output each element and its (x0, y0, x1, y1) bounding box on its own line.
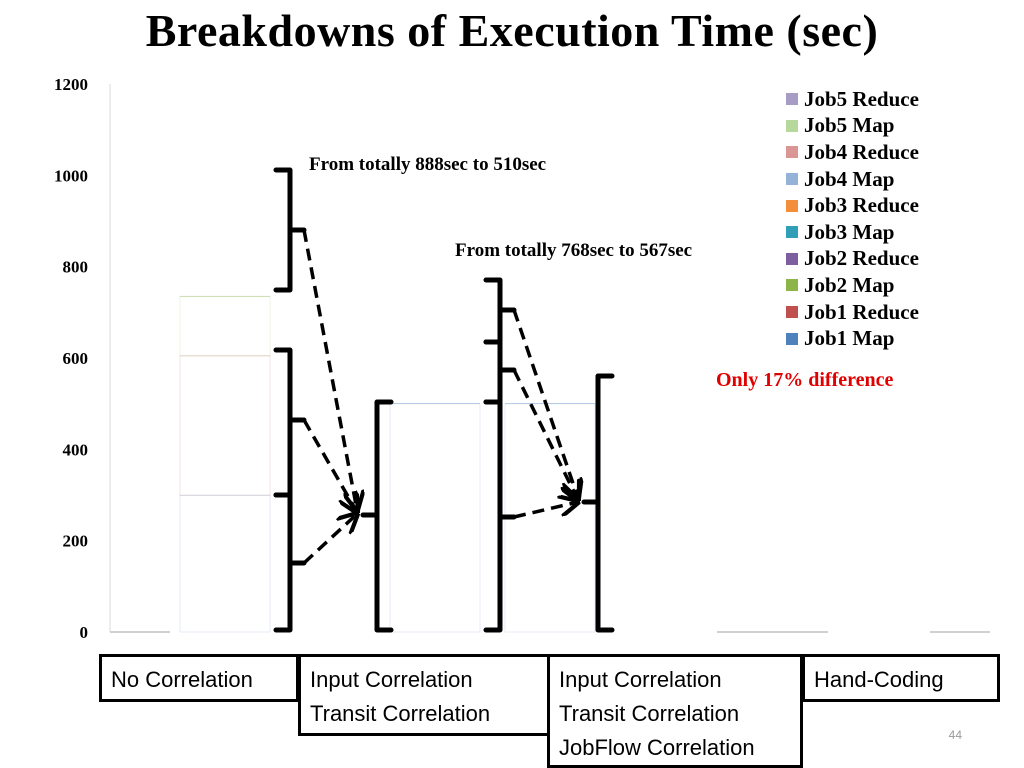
annotation-second: From totally 768sec to 567sec (455, 240, 693, 261)
legend-item-job2-reduce: Job2 Reduce (786, 246, 919, 273)
legend-item-job4-map: Job4 Map (786, 166, 919, 193)
legend-item-job3-map: Job3 Map (786, 219, 919, 246)
bar-layer (179, 295, 596, 633)
legend-swatch (786, 199, 798, 212)
category-label: No Correlation (111, 667, 253, 692)
legend-label: Job5 Map (804, 113, 895, 138)
dashed-arrow (302, 514, 357, 565)
legend-label: Job1 Map (804, 326, 895, 351)
category-label: Transit Correlation (310, 701, 491, 726)
dashed-arrow (302, 419, 357, 512)
legend-swatch (786, 146, 798, 159)
category-box-no-correlation: No Correlation (99, 654, 299, 702)
category-box-input-transit: Input Correlation Transit Correlation (298, 654, 550, 736)
category-label: Input Correlation (559, 667, 722, 692)
bracket (273, 492, 307, 633)
category-label: Transit Correlation (559, 701, 740, 726)
y-tick-label: 1000 (54, 166, 88, 185)
y-axis: 0 200 400 600 800 1000 1200 (54, 75, 111, 642)
legend-swatch (786, 119, 798, 132)
legend-item-job1-map: Job1 Map (786, 325, 919, 352)
legend-swatch (786, 93, 798, 106)
legend-label: Job1 Reduce (804, 299, 919, 324)
category-box-input-transit-jobflow: Input Correlation Transit Correlation Jo… (547, 654, 803, 768)
bracket (483, 339, 517, 405)
bracket (273, 347, 307, 498)
dashed-arrow (512, 309, 578, 498)
annotation-difference: Only 17% difference (716, 369, 894, 391)
category-label: Hand-Coding (814, 667, 944, 692)
y-tick-label: 0 (80, 623, 89, 642)
bar-segment (179, 355, 271, 496)
dashed-arrow (512, 369, 578, 500)
legend-item-job2-map: Job2 Map (786, 272, 919, 299)
bar-segment (179, 296, 271, 357)
legend-label: Job2 Reduce (804, 246, 919, 271)
y-tick-label: 1200 (54, 75, 88, 94)
y-tick-label: 400 (63, 440, 89, 459)
legend-item-job3-reduce: Job3 Reduce (786, 192, 919, 219)
legend-label: Job4 Map (804, 166, 895, 191)
legend-label: Job4 Reduce (804, 139, 919, 164)
bar-segment (504, 403, 596, 633)
chart-legend: Job5 Reduce Job5 Map Job4 Reduce Job4 Ma… (786, 86, 919, 352)
bracket (581, 373, 615, 633)
bar-segment (179, 494, 271, 633)
category-label: JobFlow Correlation (559, 735, 755, 760)
category-label: Input Correlation (310, 667, 473, 692)
legend-label: Job2 Map (804, 272, 895, 297)
legend-swatch (786, 173, 798, 186)
y-tick-label: 800 (63, 258, 89, 277)
legend-label: Job3 Reduce (804, 193, 919, 218)
y-tick-label: 200 (63, 532, 89, 551)
legend-label: Job5 Reduce (804, 86, 919, 111)
page-title: Breakdowns of Execution Time (sec) (145, 5, 879, 56)
legend-swatch (786, 332, 798, 345)
bracket (273, 167, 307, 293)
category-box-hand-coding: Hand-Coding (802, 654, 1000, 702)
bracket (483, 277, 517, 345)
bar-segment (389, 403, 481, 633)
legend-label: Job3 Map (804, 219, 895, 244)
legend-swatch (786, 226, 798, 239)
bracket (483, 399, 517, 633)
dashed-arrow (302, 229, 357, 510)
legend-swatch (786, 306, 798, 319)
bracket-arrow-layer (273, 167, 615, 633)
dashed-arrow (513, 502, 578, 519)
legend-item-job5-reduce: Job5 Reduce (786, 86, 919, 113)
bracket (360, 399, 394, 633)
legend-swatch (786, 252, 798, 265)
legend-item-job1-reduce: Job1 Reduce (786, 299, 919, 326)
legend-item-job4-reduce: Job4 Reduce (786, 139, 919, 166)
legend-swatch (786, 279, 798, 292)
y-tick-label: 600 (63, 349, 89, 368)
page-number: 44 (948, 728, 962, 742)
legend-item-job5-map: Job5 Map (786, 113, 919, 140)
annotation-first: From totally 888sec to 510sec (309, 154, 547, 175)
